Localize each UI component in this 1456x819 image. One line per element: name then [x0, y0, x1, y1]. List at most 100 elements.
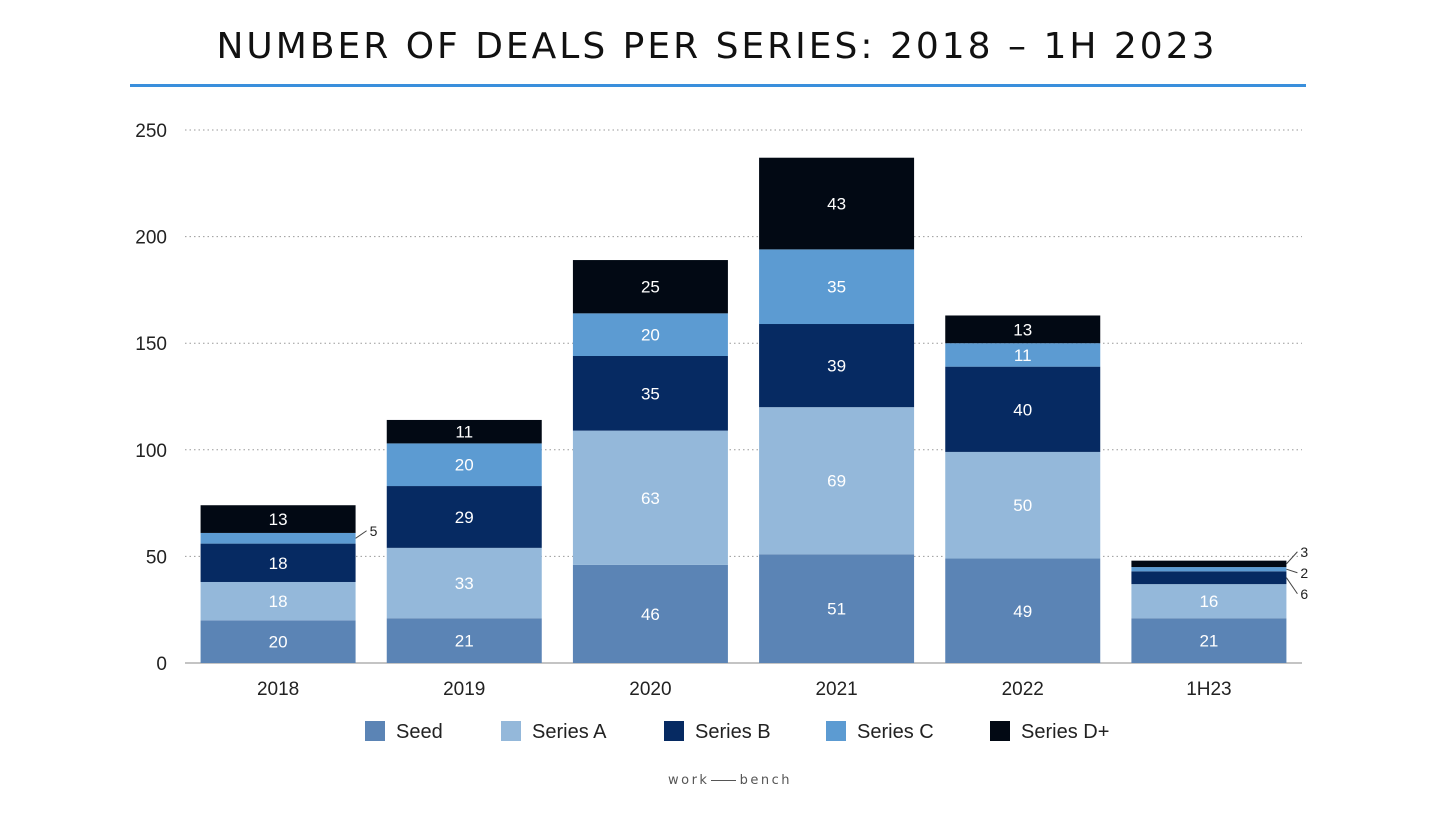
bar-segment — [572, 313, 728, 356]
legend-label: Series A — [532, 721, 607, 743]
bar-segment — [759, 249, 915, 325]
x-tick-label: 2019 — [443, 679, 485, 700]
data-label: 21 — [1199, 632, 1218, 651]
brand-logo-left: work — [668, 772, 710, 788]
bar-segment — [759, 324, 915, 408]
bar-segment — [572, 564, 728, 663]
bar-group: 49 50 40 11 13 — [945, 315, 1101, 663]
bar-segment — [572, 430, 728, 565]
x-tick-label: 2021 — [815, 679, 857, 700]
gridlines — [185, 129, 1302, 664]
data-label: 5 — [370, 523, 378, 539]
data-label: 50 — [1013, 496, 1032, 515]
data-label: 21 — [455, 632, 474, 651]
bar-segment — [945, 315, 1101, 344]
legend: Seed Series A Series B Series C Series D+ — [365, 721, 1109, 743]
bar-segment — [200, 620, 356, 663]
bar-segment — [572, 355, 728, 431]
data-label: 35 — [641, 384, 660, 403]
bar-group: 46 63 35 20 25 — [572, 260, 728, 663]
title-underline — [130, 84, 1306, 87]
callout-line — [1286, 568, 1298, 574]
x-tick-label: 2022 — [1002, 679, 1044, 700]
bar-group: 21 16 — [1131, 560, 1287, 663]
bar-segment — [200, 505, 356, 533]
data-label: 69 — [827, 472, 846, 491]
brand-logo-right: bench — [739, 772, 792, 788]
data-label: 11 — [455, 423, 473, 442]
bar-segment — [759, 554, 915, 663]
chart-title: NUMBER OF DEALS PER SERIES: 2018 – 1H 20… — [216, 26, 1218, 67]
x-tick-label: 2020 — [629, 679, 671, 700]
bar-segment — [386, 419, 542, 444]
data-label: 51 — [827, 600, 846, 619]
legend-swatch — [365, 721, 385, 741]
bar-segment — [759, 157, 915, 250]
bar-segment — [386, 618, 542, 663]
bar-segment — [200, 543, 356, 582]
bar-segment — [1131, 567, 1287, 572]
legend-item: Series C — [826, 721, 934, 743]
y-tick-label: 100 — [135, 441, 167, 462]
legend-swatch — [664, 721, 684, 741]
bar-segment — [200, 532, 356, 544]
bar-group: 51 69 39 35 43 — [759, 157, 915, 663]
data-label: 11 — [1014, 346, 1032, 365]
bar-segment — [386, 486, 542, 548]
data-label: 2 — [1300, 565, 1308, 581]
data-label: 33 — [455, 574, 474, 593]
brand-logo: work bench — [668, 770, 792, 790]
data-label: 46 — [641, 605, 660, 624]
data-label: 20 — [641, 326, 660, 345]
data-label: 20 — [269, 633, 288, 652]
bar-segment — [1131, 560, 1287, 568]
data-label: 16 — [1199, 592, 1218, 611]
bar-group: 21 33 29 20 11 — [386, 419, 542, 663]
x-axis: 2018 2019 2020 2021 2022 1H23 — [257, 679, 1232, 700]
bar-segment — [1131, 618, 1287, 663]
legend-item: Seed — [365, 721, 443, 743]
bar-segment — [386, 443, 542, 487]
legend-label: Series C — [857, 721, 934, 743]
callout-line — [355, 530, 367, 539]
bar-segment — [572, 260, 728, 314]
legend-label: Series D+ — [1021, 721, 1109, 743]
data-label: 13 — [1013, 320, 1032, 339]
data-label: 29 — [455, 508, 474, 527]
bar-segment — [759, 407, 915, 555]
bar-segment — [945, 343, 1101, 367]
bar-segment — [386, 547, 542, 619]
legend-swatch — [501, 721, 521, 741]
bar-segment — [945, 558, 1101, 663]
y-axis: 0 50 100 150 200 250 — [135, 121, 167, 675]
legend-item: Series A — [501, 721, 607, 743]
legend-swatch — [826, 721, 846, 741]
callout-line — [1286, 551, 1298, 565]
bar-group: 20 18 18 13 — [200, 505, 356, 663]
data-label: 6 — [1300, 586, 1308, 602]
data-label: 39 — [827, 357, 846, 376]
y-tick-label: 50 — [146, 547, 167, 568]
data-label: 35 — [827, 278, 846, 297]
data-label: 20 — [455, 456, 474, 475]
y-tick-label: 0 — [156, 654, 167, 675]
data-label: 49 — [1013, 602, 1032, 621]
bar-segment — [200, 581, 356, 621]
bar-segment — [945, 451, 1101, 559]
brand-logo-dash — [711, 779, 736, 781]
callout-line — [1286, 577, 1298, 595]
legend-item: Series D+ — [990, 721, 1109, 743]
legend-swatch — [990, 721, 1010, 741]
data-label: 18 — [269, 592, 288, 611]
data-label: 3 — [1300, 544, 1308, 560]
y-tick-label: 250 — [135, 121, 167, 142]
data-label: 25 — [641, 278, 660, 297]
data-label: 43 — [827, 195, 846, 214]
data-label: 18 — [269, 554, 288, 573]
legend-label: Seed — [396, 721, 443, 743]
data-label: 40 — [1013, 400, 1032, 419]
legend-label: Series B — [695, 721, 771, 743]
y-tick-label: 150 — [135, 334, 167, 355]
